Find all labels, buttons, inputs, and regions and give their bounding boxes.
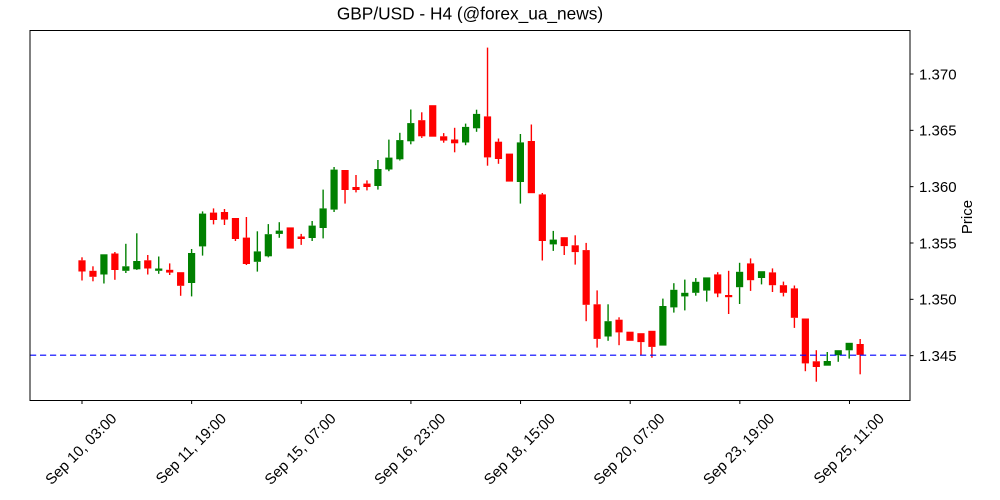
svg-text:1.345: 1.345 bbox=[919, 348, 957, 365]
svg-text:1.355: 1.355 bbox=[919, 235, 957, 252]
svg-text:GBP/USD - H4 (@forex_ua_news): GBP/USD - H4 (@forex_ua_news) bbox=[337, 4, 603, 24]
svg-text:1.350: 1.350 bbox=[919, 292, 957, 309]
svg-text:Price: Price bbox=[959, 200, 976, 234]
svg-text:1.370: 1.370 bbox=[919, 66, 957, 83]
svg-text:1.365: 1.365 bbox=[919, 123, 957, 140]
svg-text:1.360: 1.360 bbox=[919, 179, 957, 196]
